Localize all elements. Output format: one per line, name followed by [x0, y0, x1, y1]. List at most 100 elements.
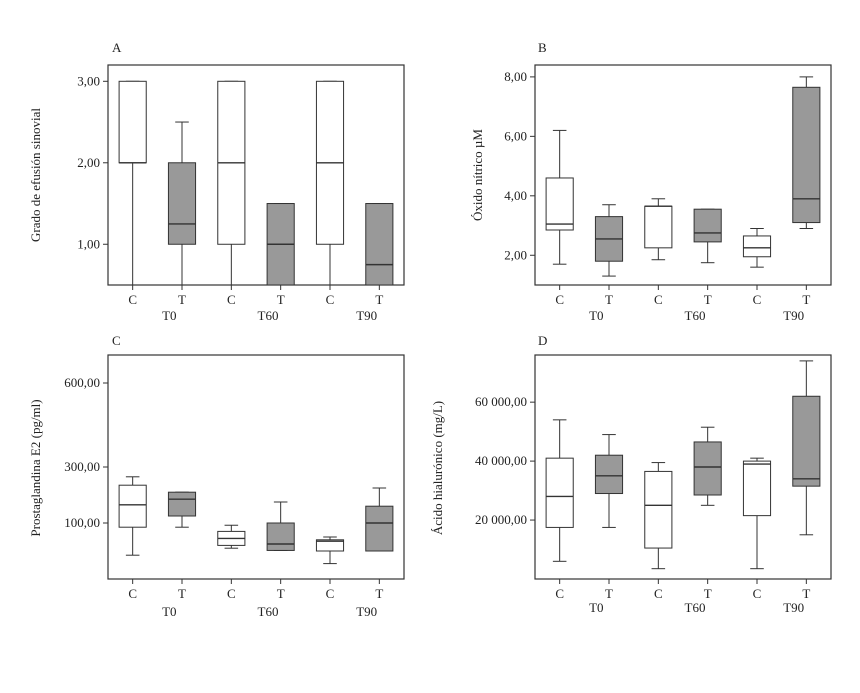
x-tick-label: C: [654, 292, 663, 307]
group-label: T90: [783, 600, 804, 615]
x-tick-label: T: [178, 586, 186, 601]
plot-frame: [107, 64, 405, 286]
iqr-box: [315, 539, 345, 552]
iqr-box: [365, 505, 394, 552]
iqr-box: [118, 80, 147, 164]
x-tick-label: C: [227, 586, 236, 601]
iqr-box: [167, 162, 197, 245]
y-tick-label: 100,00: [64, 515, 100, 530]
box-1: [545, 419, 574, 562]
iqr-box: [792, 86, 821, 224]
plot-frame: [534, 354, 832, 580]
box-6: [792, 76, 821, 230]
y-tick-label: 6,00: [504, 128, 527, 143]
iqr-box: [742, 235, 772, 258]
group-label: T90: [356, 604, 377, 619]
panel-D: D Ácido hialurónico (mg/L) 20 000,00 40 000…: [430, 333, 832, 615]
x-tick-label: T: [802, 292, 810, 307]
x-tick-label: T: [605, 292, 613, 307]
group-label: T60: [258, 308, 279, 323]
y-tick-label: 4,00: [504, 188, 527, 203]
y-axis-label: Óxido nítrico µM: [470, 129, 485, 221]
x-tick-label: C: [326, 586, 335, 601]
x-tick-label: C: [326, 292, 335, 307]
x-tick-label: T: [704, 586, 712, 601]
box-2: [594, 204, 624, 277]
x-tick-label: T: [375, 586, 383, 601]
x-tick-label: C: [753, 586, 762, 601]
panel-label: A: [112, 40, 122, 55]
x-tick-label: T: [178, 292, 186, 307]
x-tick-label: T: [802, 586, 810, 601]
y-axis-label: Ácido hialurónico (mg/L): [430, 401, 445, 535]
box-1: [118, 476, 147, 556]
x-tick-label: T: [375, 292, 383, 307]
y-tick-label: 2,00: [77, 155, 100, 170]
box-4: [693, 426, 722, 506]
iqr-box: [266, 522, 295, 551]
box-2: [167, 491, 197, 528]
x-tick-label: C: [227, 292, 236, 307]
panel-C: C Prostaglandina E2 (pg/ml) 100,00 300,00 60…: [28, 333, 405, 619]
x-tick-label: T: [605, 586, 613, 601]
box-5: [315, 536, 345, 565]
iqr-box: [644, 205, 673, 249]
x-tick-label: T: [277, 586, 285, 601]
box-3: [644, 198, 673, 261]
group-label: T60: [685, 600, 706, 615]
box-4: [266, 203, 295, 286]
x-tick-label: C: [753, 292, 762, 307]
y-tick-label: 300,00: [64, 459, 100, 474]
y-tick-label: 40 000,00: [475, 453, 527, 468]
y-tick-label: 2,00: [504, 247, 527, 262]
panel-A: A Grado de efusión sinovial 1,00 2,00 3,00 C T…: [28, 40, 405, 323]
iqr-box: [594, 454, 624, 495]
iqr-box: [693, 208, 722, 243]
box-2: [594, 434, 624, 528]
y-tick-label: 1,00: [77, 236, 100, 251]
iqr-box: [693, 441, 722, 496]
group-label: T60: [258, 604, 279, 619]
y-tick-label: 60 000,00: [475, 394, 527, 409]
iqr-box: [118, 484, 147, 528]
panel-label: C: [112, 333, 121, 348]
group-label: T0: [162, 308, 176, 323]
y-tick-label: 20 000,00: [475, 512, 527, 527]
box-1: [118, 80, 147, 286]
group-label: T0: [589, 600, 603, 615]
box-3: [644, 462, 673, 570]
iqr-box: [365, 203, 394, 286]
group-label: T90: [783, 308, 804, 323]
group-label: T0: [162, 604, 176, 619]
y-tick-label: 600,00: [64, 375, 100, 390]
group-label: T90: [356, 308, 377, 323]
iqr-box: [644, 470, 673, 549]
x-tick-label: C: [128, 586, 137, 601]
iqr-box: [545, 457, 574, 528]
iqr-box: [742, 460, 772, 517]
box-6: [365, 487, 394, 552]
box-3: [217, 80, 246, 286]
x-tick-label: C: [555, 292, 564, 307]
box-5: [742, 228, 772, 268]
box-4: [693, 208, 722, 264]
x-tick-label: T: [277, 292, 285, 307]
box-1: [545, 129, 574, 265]
y-tick-label: 8,00: [504, 69, 527, 84]
group-label: T60: [685, 308, 706, 323]
y-axis-label: Grado de efusión sinovial: [28, 108, 43, 242]
x-tick-label: C: [654, 586, 663, 601]
box-4: [266, 501, 295, 551]
box-6: [365, 203, 394, 286]
plot-frame: [534, 64, 832, 286]
x-tick-label: T: [704, 292, 712, 307]
panel-label: D: [538, 333, 547, 348]
plot-frame: [107, 354, 405, 580]
box-2: [167, 121, 197, 286]
box-5: [315, 80, 345, 286]
y-tick-label: 3,00: [77, 73, 100, 88]
y-axis-label: Prostaglandina E2 (pg/ml): [28, 399, 43, 536]
panel-label: B: [538, 40, 547, 55]
